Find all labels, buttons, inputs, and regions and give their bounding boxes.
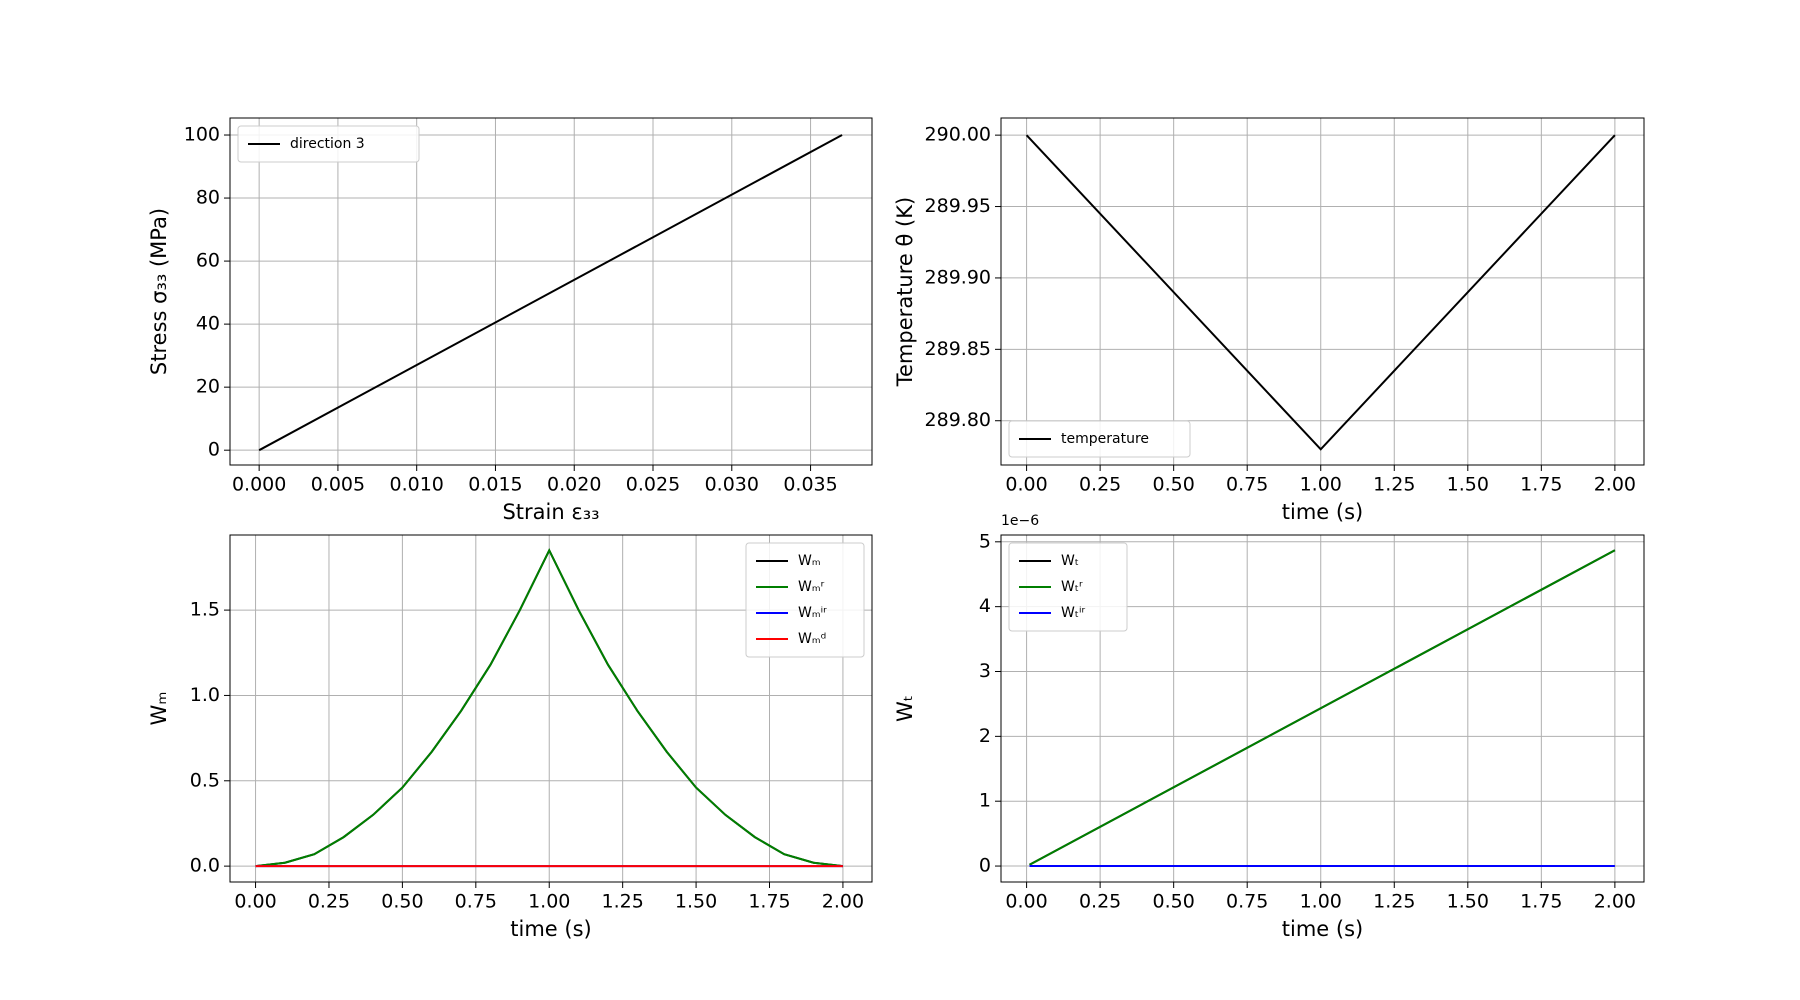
- x-tick-label: 1.75: [1520, 891, 1562, 913]
- y-tick-label: 0: [979, 855, 991, 877]
- subplot: 0.00 0.25 0.50 0.75 1.00 1.25 1.50 1.75 2.00 0 1 2 3…: [893, 513, 1645, 941]
- x-tick-label: 1.75: [1520, 474, 1562, 496]
- y-tick-label: 0.0: [190, 855, 220, 877]
- y-tick-label: 40: [196, 313, 220, 335]
- y-tick-label: 0: [208, 439, 220, 461]
- legend-label: Wₘ: [798, 553, 821, 569]
- x-tick-label: 0.030: [705, 474, 759, 496]
- subplot: 0.000 0.005 0.010 0.015 0.020 0.025 0.030 0.035…: [147, 117, 873, 524]
- x-axis-label: Strain ε₃₃: [502, 500, 599, 524]
- y-axis-label: Wₜ: [893, 695, 917, 722]
- x-tick-label: 0.035: [783, 474, 837, 496]
- x-tick-label: 1.25: [1373, 891, 1415, 913]
- x-tick-label: 0.25: [1079, 474, 1121, 496]
- x-tick-label: 1.25: [602, 891, 644, 913]
- x-tick-label: 2.00: [822, 891, 864, 913]
- x-tick-label: 0.75: [455, 891, 497, 913]
- y-tick-label: 289.80: [925, 409, 991, 431]
- y-tick-label: 1.0: [190, 684, 220, 706]
- y-tick-label: 0.5: [190, 769, 220, 791]
- y-axis-label: Wₘ: [147, 692, 171, 726]
- subplot: 0.00 0.25 0.50 0.75 1.00 1.25 1.50 1.75 2.00 289.…: [893, 117, 1645, 524]
- x-tick-label: 0.020: [547, 474, 601, 496]
- y-tick-label: 100: [184, 124, 220, 146]
- y-tick-label: 289.90: [925, 266, 991, 288]
- x-axis-label: time (s): [1282, 500, 1363, 524]
- x-tick-label: 0.00: [1005, 891, 1047, 913]
- x-tick-label: 1.75: [748, 891, 790, 913]
- x-tick-label: 1.00: [528, 891, 570, 913]
- x-tick-label: 0.015: [468, 474, 522, 496]
- data-line: [258, 134, 843, 452]
- x-tick-label: 2.00: [1594, 474, 1636, 496]
- legend-label: Wₘʳ: [798, 579, 825, 595]
- x-tick-label: 0.000: [232, 474, 286, 496]
- y-tick-label: 4: [979, 595, 991, 617]
- subplot: 0.00 0.25 0.50 0.75 1.00 1.25 1.50 1.75 2.00 0.0 0…: [147, 534, 873, 941]
- legend-label: Wₘⁱʳ: [798, 605, 827, 621]
- y-axis-label: Stress σ₃₃ (MPa): [147, 208, 171, 375]
- data-line: [1025, 134, 1616, 451]
- axes-frame: [1000, 534, 1645, 883]
- x-axis-label: time (s): [1282, 917, 1363, 941]
- y-tick-label: 5: [979, 530, 991, 552]
- y-tick-label: 80: [196, 187, 220, 209]
- x-tick-label: 0.00: [234, 891, 276, 913]
- y-tick-label: 1: [979, 790, 991, 812]
- legend-box: [237, 125, 420, 163]
- axes-frame: [1000, 117, 1645, 466]
- x-tick-label: 0.00: [1005, 474, 1047, 496]
- y-tick-label: 289.85: [925, 338, 991, 360]
- x-tick-label: 0.50: [1153, 474, 1195, 496]
- legend-label: Wₜʳ: [1061, 579, 1083, 595]
- x-tick-label: 0.50: [1153, 891, 1195, 913]
- legend-label: Wₜ: [1061, 553, 1079, 569]
- y-tick-label: 2: [979, 725, 991, 747]
- x-tick-label: 0.005: [311, 474, 365, 496]
- legend-label: temperature: [1061, 431, 1149, 447]
- axes-frame: [229, 117, 873, 466]
- y-axis-label: Temperature θ (K): [893, 197, 917, 387]
- x-tick-label: 0.75: [1226, 474, 1268, 496]
- x-tick-label: 0.75: [1226, 891, 1268, 913]
- x-tick-label: 1.00: [1300, 891, 1342, 913]
- legend-box: [1008, 420, 1191, 458]
- x-tick-label: 1.00: [1300, 474, 1342, 496]
- y-tick-label: 1.5: [190, 599, 220, 621]
- x-tick-label: 2.00: [1594, 891, 1636, 913]
- y-tick-label: 20: [196, 376, 220, 398]
- data-line: [255, 548, 844, 868]
- x-axis-label: time (s): [510, 917, 591, 941]
- y-tick-label: 290.00: [925, 124, 991, 146]
- x-tick-label: 1.50: [675, 891, 717, 913]
- x-tick-label: 1.25: [1373, 474, 1415, 496]
- x-tick-label: 0.25: [1079, 891, 1121, 913]
- x-tick-label: 0.010: [389, 474, 443, 496]
- x-tick-label: 1.50: [1447, 891, 1489, 913]
- y-tick-label: 60: [196, 250, 220, 272]
- axes-frame: [229, 534, 873, 883]
- legend-label: Wₘᵈ: [798, 631, 826, 647]
- legend-box: [1008, 542, 1128, 632]
- legend-box: [745, 542, 865, 658]
- x-tick-label: 0.025: [626, 474, 680, 496]
- legend-label: Wₜⁱʳ: [1061, 605, 1085, 621]
- x-tick-label: 0.50: [381, 891, 423, 913]
- legend-label: direction 3: [290, 136, 365, 152]
- data-line: [1029, 549, 1616, 866]
- y-offset-label: 1e−6: [1001, 513, 1039, 529]
- y-tick-label: 3: [979, 660, 991, 682]
- x-tick-label: 0.25: [308, 891, 350, 913]
- x-tick-label: 1.50: [1447, 474, 1489, 496]
- y-tick-label: 289.95: [925, 195, 991, 217]
